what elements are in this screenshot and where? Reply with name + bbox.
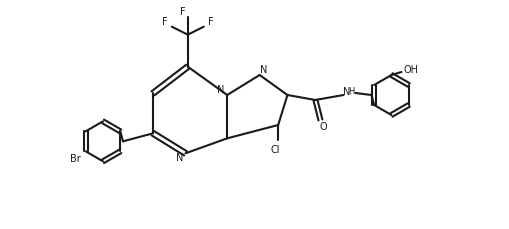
Text: F: F (180, 7, 185, 17)
Text: Br: Br (70, 154, 81, 164)
Text: OH: OH (403, 65, 417, 75)
Text: N: N (176, 153, 183, 163)
Text: N: N (342, 87, 350, 97)
Text: Cl: Cl (270, 145, 279, 155)
Text: F: F (208, 17, 213, 27)
Text: F: F (162, 17, 167, 27)
Text: N: N (260, 65, 267, 75)
Text: N: N (217, 85, 224, 95)
Text: H: H (348, 87, 354, 96)
Text: O: O (319, 122, 327, 132)
